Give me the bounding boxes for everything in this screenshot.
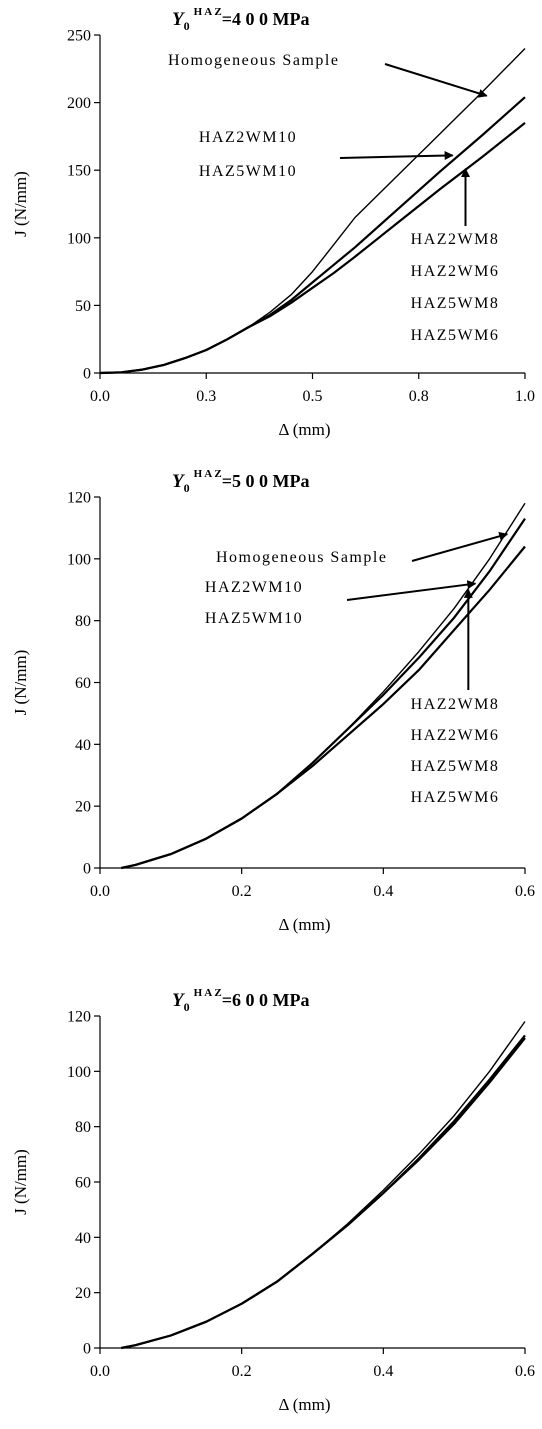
y-tick-label: 40 [75,1230,91,1247]
chart-title: Y0H A Z=5 0 0 MPa [172,468,309,495]
annotation-label: HAZ2WM10 [199,129,297,146]
annotation-label: Homogeneous Sample [216,549,387,566]
x-tick-label: 0.4 [373,1363,393,1380]
y-tick-label: 200 [67,95,91,112]
x-axis-label: Δ (mm) [278,420,330,439]
y-tick-label: 40 [75,737,91,754]
x-tick-label: 0.0 [90,883,110,900]
annotation-label: HAZ5WM8 [411,295,500,312]
x-tick-label: 1.0 [515,388,535,405]
y-tick-label: 50 [75,298,91,315]
y-tick-label: 120 [67,1009,91,1026]
x-tick-label: 0.2 [232,883,252,900]
series-line-2 [121,517,526,870]
annotation-label: HAZ2WM6 [411,727,500,744]
x-tick-label: 0.0 [90,1363,110,1380]
y-axis-label: J (N/mm) [11,171,30,237]
x-axis-label: Δ (mm) [278,1395,330,1414]
x-tick-label: 0.8 [409,388,429,405]
x-axis-label: Δ (mm) [278,915,330,934]
annotation-arrow [339,151,454,161]
x-tick-label: 0.3 [196,388,216,405]
series-line-2 [121,1034,526,1350]
series-line-3 [121,545,526,870]
y-tick-label: 20 [75,1285,91,1302]
chart-title: Y0H A Z=4 0 0 MPa [172,6,309,33]
annotation-label: HAZ2WM10 [205,579,303,596]
y-tick-label: 120 [67,490,91,507]
series-line-1 [99,48,526,374]
annotation-arrow [384,63,488,98]
y-tick-label: 250 [67,28,91,45]
y-tick-label: 100 [67,1064,91,1081]
annotation-label: HAZ5WM6 [411,327,500,344]
y-tick-label: 0 [83,366,91,383]
annotation-label: HAZ5WM10 [199,163,297,180]
chart-2: 0 20 40 60 80 100 120 0.0 0.2 0.4 0.6 Δ (mm) J (N/mm… [11,468,535,934]
chart-title: Y0H A Z=6 0 0 MPa [172,987,309,1014]
annotation-label: HAZ5WM6 [411,789,500,806]
series-line-3 [99,122,526,375]
annotation-label: HAZ2WM6 [411,263,500,280]
annotation-arrow [346,580,477,601]
y-tick-label: 100 [67,551,91,568]
y-tick-label: 0 [83,861,91,878]
y-tick-label: 150 [67,163,91,180]
chart-1: 0 50 100 150 200 250 0.0 0.3 0.5 0.8 1.0 Δ (mm) J (N… [11,6,535,439]
series-line-3 [121,1037,526,1350]
annotation-label: HAZ2WM8 [411,231,500,248]
annotation-label: HAZ5WM8 [411,758,500,775]
y-tick-label: 20 [75,799,91,816]
y-tick-label: 80 [75,613,91,630]
x-tick-label: 0.0 [90,388,110,405]
x-tick-label: 0.4 [373,883,393,900]
x-tick-label: 0.6 [515,883,535,900]
chart-3: 0 20 40 60 80 100 120 0.0 0.2 0.4 0.6 Δ (mm) J (N/mm… [11,987,535,1414]
annotation-label: Homogeneous Sample [168,52,339,69]
y-tick-label: 80 [75,1119,91,1136]
y-tick-label: 60 [75,1175,91,1192]
x-tick-label: 0.6 [515,1363,535,1380]
annotation-label: HAZ2WM8 [411,696,500,713]
annotation-label: HAZ5WM10 [205,610,303,627]
y-tick-label: 100 [67,230,91,247]
y-axis-label: J (N/mm) [11,1149,30,1215]
y-axis-label: J (N/mm) [11,650,30,716]
y-tick-label: 0 [83,1341,91,1358]
y-tick-label: 60 [75,675,91,692]
annotation-arrow [411,531,509,562]
x-tick-label: 0.2 [232,1363,252,1380]
series-line-1 [121,1021,526,1349]
x-tick-label: 0.5 [303,388,323,405]
